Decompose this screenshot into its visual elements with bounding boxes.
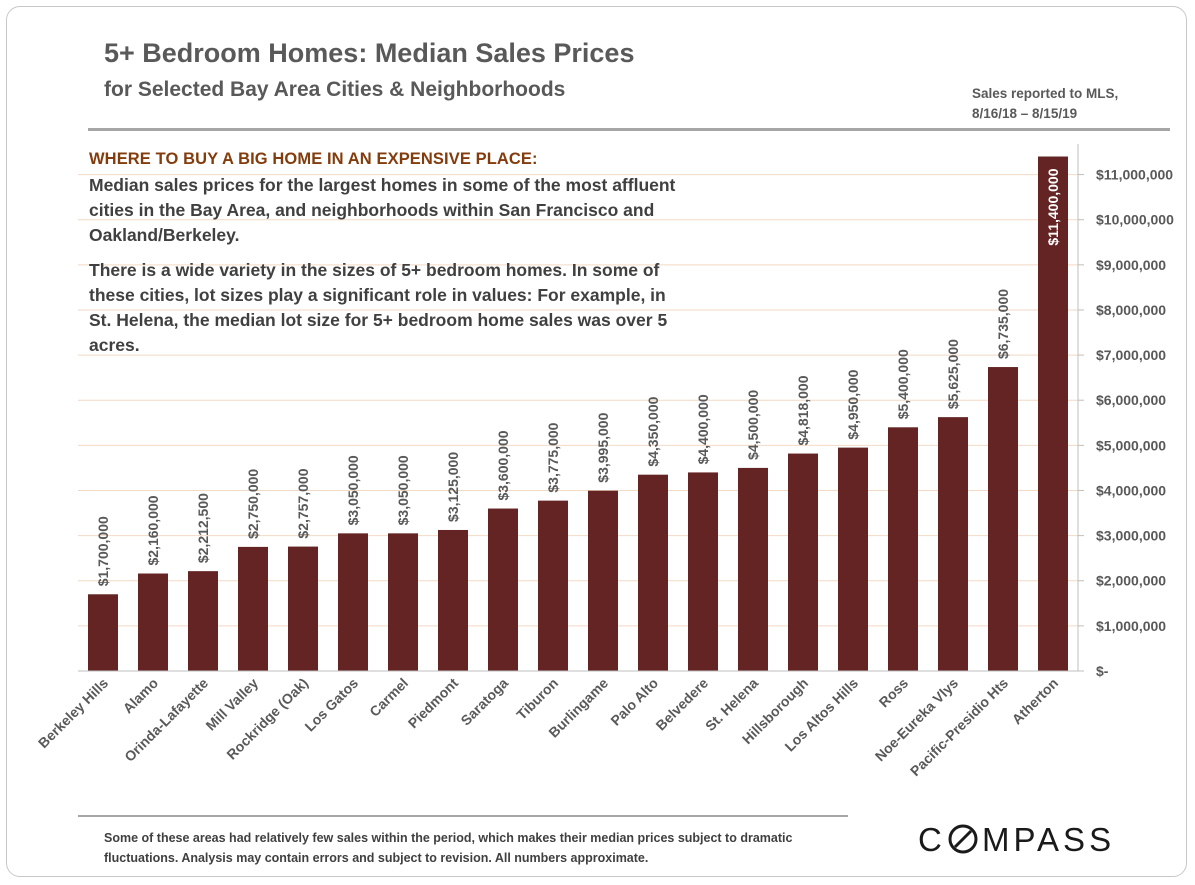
y-tick-label: $8,000,000	[1096, 302, 1166, 318]
sales-period-line-1: Sales reported to MLS,	[972, 86, 1119, 101]
bar-value-label: $3,125,000	[445, 452, 461, 522]
bar	[188, 571, 218, 671]
bar	[538, 500, 568, 671]
category-label: Los Gatos	[301, 675, 361, 735]
bar-value-label: $4,818,000	[795, 375, 811, 445]
compass-logo-o-icon	[948, 824, 978, 854]
y-tick-label: $11,000,000	[1096, 167, 1173, 183]
bar-value-label: $2,750,000	[245, 469, 261, 539]
bar-value-label: $3,995,000	[595, 412, 611, 482]
chart-subtitle: for Selected Bay Area Cities & Neighborh…	[104, 78, 566, 101]
y-tick-label: $3,000,000	[1096, 528, 1166, 544]
category-label: Belvedere	[652, 675, 711, 734]
bar-value-label: $4,350,000	[645, 396, 661, 466]
category-label: Orinda-Lafayette	[121, 675, 211, 765]
bar-value-label: $4,500,000	[745, 390, 761, 460]
category-label: Ross	[876, 675, 912, 711]
bar-value-label: $2,160,000	[145, 495, 161, 565]
bar-value-label: $2,212,500	[195, 493, 211, 563]
y-tick-label: $5,000,000	[1096, 437, 1166, 453]
bar-value-label: $5,400,000	[895, 349, 911, 419]
sales-period-line-2: 8/16/18 – 8/15/19	[972, 106, 1078, 121]
category-label: Alamo	[120, 675, 162, 717]
bar	[288, 546, 318, 671]
chart-title: 5+ Bedroom Homes: Median Sales Prices	[104, 38, 635, 68]
annotation-headline: WHERE TO BUY A BIG HOME IN AN EXPENSIVE …	[89, 150, 538, 168]
bar	[238, 546, 268, 671]
category-label: Atherton	[1009, 675, 1062, 728]
annotation-block: WHERE TO BUY A BIG HOME IN AN EXPENSIVE …	[89, 150, 689, 358]
header-divider	[88, 128, 1170, 131]
category-label: Carmel	[366, 675, 411, 720]
x-axis-labels: Berkeley Hills AlamoOrinda-LafayetteMill …	[35, 675, 1061, 780]
bar-value-label: $5,625,000	[945, 339, 961, 409]
annotation-paragraph-2: There is a wide variety in the sizes of …	[89, 260, 668, 355]
bar	[1038, 156, 1068, 671]
y-tick-label: $-	[1096, 663, 1109, 679]
bar	[588, 490, 618, 671]
category-label: Tiburon	[513, 675, 561, 723]
category-label: Noe-Eureka Vlys	[872, 675, 962, 765]
bar-value-label: $3,600,000	[495, 430, 511, 500]
y-tick-label: $1,000,000	[1096, 618, 1166, 634]
bar-value-label: $1,700,000	[95, 516, 111, 586]
category-label: Pacific-Presidio Hts	[907, 675, 1011, 779]
category-label: Berkeley Hills	[35, 675, 111, 751]
bar	[388, 533, 418, 671]
compass-logo: C MPASS	[918, 821, 1115, 858]
bar-value-label: $2,757,000	[295, 468, 311, 538]
bar-value-label: $4,400,000	[695, 394, 711, 464]
compass-logo-text: C	[918, 821, 946, 858]
bar	[88, 594, 118, 671]
bar	[838, 447, 868, 671]
bar	[688, 472, 718, 671]
compass-logo-text-rest: MPASS	[982, 821, 1115, 858]
bar	[638, 474, 668, 671]
bars: $1,700,000 $2,160,000 $2,212,500 $2,750,000…	[88, 156, 1068, 671]
y-tick-label: $4,000,000	[1096, 482, 1166, 498]
bar	[888, 427, 918, 671]
bar-value-label: $3,050,000	[345, 455, 361, 525]
bar	[488, 508, 518, 671]
footnote: Some of these areas had relatively few s…	[104, 831, 793, 865]
y-axis: $- $1,000,000 $2,000,000 $3,000,000 $4,000,0…	[78, 144, 1174, 679]
annotation-paragraph-1: Median sales prices for the largest home…	[89, 175, 676, 245]
bar-value-label: $3,050,000	[395, 455, 411, 525]
y-tick-label: $10,000,000	[1096, 212, 1174, 228]
y-tick-label: $2,000,000	[1096, 573, 1166, 589]
bar	[788, 453, 818, 671]
bar	[438, 529, 468, 671]
y-tick-label: $7,000,000	[1096, 347, 1166, 363]
chart-frame	[6, 6, 1187, 877]
bar	[938, 417, 968, 671]
y-tick-label: $9,000,000	[1096, 257, 1166, 273]
category-label: Piedmont	[405, 675, 462, 732]
bar	[738, 467, 768, 671]
bar-value-label: $4,950,000	[845, 369, 861, 439]
footer-divider	[78, 815, 848, 817]
sales-period-note: Sales reported to MLS, 8/16/18 – 8/15/19	[972, 84, 1172, 124]
y-tick-label: $6,000,000	[1096, 392, 1166, 408]
bar-value-label: $6,735,000	[995, 289, 1011, 359]
bar	[988, 367, 1018, 671]
bar	[138, 573, 168, 671]
category-label: Saratoga	[457, 675, 511, 729]
bar-value-label: $3,775,000	[545, 422, 561, 492]
bar	[338, 533, 368, 671]
bar-value-label: $11,400,000	[1045, 168, 1061, 245]
